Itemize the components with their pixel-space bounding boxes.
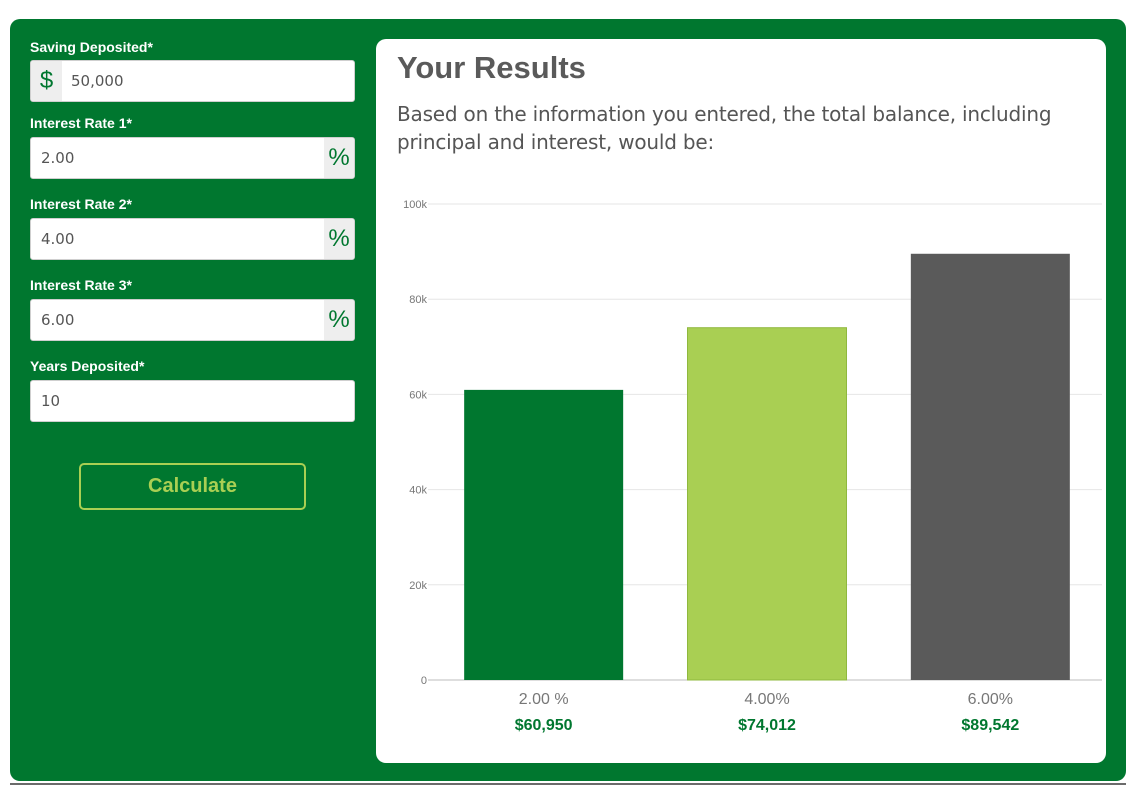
rate1-label: Interest Rate 1* <box>30 115 132 131</box>
value-label: $74,012 <box>738 717 796 734</box>
rate2-field[interactable]: % <box>30 218 355 260</box>
years-label: Years Deposited* <box>30 358 145 374</box>
y-tick-label: 40k <box>409 485 427 497</box>
rate3-label: Interest Rate 3* <box>30 277 132 293</box>
bar <box>464 389 624 680</box>
percent-icon: % <box>324 138 354 178</box>
rate2-label: Interest Rate 2* <box>30 196 132 212</box>
rate2-input[interactable] <box>41 219 311 259</box>
percent-icon: % <box>324 219 354 259</box>
rate3-input[interactable] <box>41 300 311 340</box>
rate1-field[interactable]: % <box>30 137 355 179</box>
saving-field[interactable]: $ <box>30 60 355 102</box>
bar <box>687 327 847 681</box>
category-label: 6.00% <box>968 691 1013 708</box>
value-label: $89,542 <box>961 717 1019 734</box>
saving-input[interactable] <box>71 61 341 101</box>
bar <box>910 253 1070 680</box>
y-tick-label: 80k <box>409 294 427 306</box>
y-tick-label: 100k <box>403 199 427 211</box>
results-title: Your Results <box>397 50 586 85</box>
rate1-input[interactable] <box>41 138 311 178</box>
calculate-button[interactable]: Calculate <box>79 463 306 510</box>
saving-label: Saving Deposited* <box>30 39 153 55</box>
years-field[interactable] <box>30 380 355 422</box>
y-tick-label: 60k <box>409 389 427 401</box>
divider <box>10 783 1126 785</box>
category-label: 2.00 % <box>519 691 569 708</box>
years-input[interactable] <box>41 381 341 421</box>
results-description: Based on the information you entered, th… <box>397 102 1052 154</box>
y-tick-label: 20k <box>409 580 427 592</box>
y-tick-label: 0 <box>421 675 427 687</box>
dollar-icon: $ <box>31 61 62 101</box>
rate3-field[interactable]: % <box>30 299 355 341</box>
category-label: 4.00% <box>744 691 789 708</box>
value-label: $60,950 <box>515 717 573 734</box>
percent-icon: % <box>324 300 354 340</box>
